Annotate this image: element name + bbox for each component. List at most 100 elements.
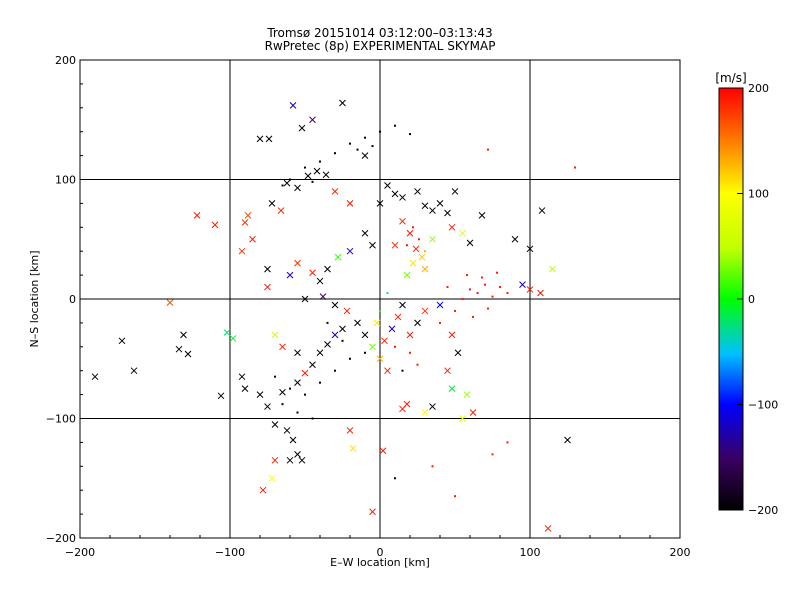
data-point-x bbox=[304, 172, 312, 180]
data-point-dot bbox=[304, 393, 306, 396]
data-point-x bbox=[309, 361, 316, 369]
colorbar-tick-label: −100 bbox=[748, 399, 778, 412]
data-point-x bbox=[459, 229, 466, 237]
data-point-x bbox=[217, 392, 225, 400]
data-point-x bbox=[238, 373, 246, 381]
data-point-dot bbox=[412, 226, 414, 229]
y-tick-label: 200 bbox=[55, 54, 76, 67]
data-point-dot bbox=[439, 321, 441, 324]
data-point-x bbox=[286, 271, 294, 279]
data-point-dot bbox=[499, 286, 501, 289]
data-point-x bbox=[406, 331, 414, 339]
data-point-x bbox=[118, 337, 126, 345]
data-point-x bbox=[331, 188, 339, 195]
x-tick-label: −200 bbox=[65, 546, 95, 559]
data-point-x bbox=[334, 253, 342, 261]
data-point-x bbox=[249, 235, 256, 243]
data-point-x bbox=[301, 295, 309, 303]
data-point-x bbox=[294, 450, 301, 458]
y-tick-label: 0 bbox=[69, 293, 76, 306]
data-point-x bbox=[184, 350, 192, 358]
data-point-dot bbox=[364, 351, 366, 354]
data-point-x bbox=[361, 229, 369, 237]
data-point-dot bbox=[409, 133, 411, 136]
data-point-x bbox=[313, 167, 321, 175]
data-point-x bbox=[343, 307, 351, 315]
data-point-x bbox=[301, 369, 309, 377]
data-point-x bbox=[322, 171, 330, 179]
data-point-x bbox=[564, 436, 571, 444]
data-point-dot bbox=[326, 321, 329, 324]
data-point-x bbox=[429, 403, 436, 410]
data-point-x bbox=[175, 345, 183, 353]
data-point-x bbox=[448, 331, 456, 339]
data-point-dot bbox=[431, 465, 434, 468]
colorbar-tick-label: 200 bbox=[748, 82, 769, 95]
data-point-x bbox=[414, 319, 421, 327]
data-point-x bbox=[436, 200, 444, 207]
x-tick-label: 0 bbox=[377, 546, 384, 559]
data-point-x bbox=[271, 456, 279, 464]
data-point-x bbox=[391, 241, 399, 249]
data-point-dot bbox=[311, 417, 314, 420]
data-point-x bbox=[384, 182, 391, 189]
data-point-x bbox=[298, 124, 306, 132]
data-point-x bbox=[259, 486, 267, 494]
data-point-dot bbox=[394, 124, 396, 127]
data-point-x bbox=[130, 367, 138, 375]
data-point-x bbox=[549, 265, 556, 273]
data-point-x bbox=[268, 200, 276, 207]
data-point-x bbox=[241, 385, 249, 392]
data-point-x bbox=[448, 385, 456, 392]
data-point-x bbox=[294, 349, 301, 357]
data-point-x bbox=[294, 184, 301, 192]
data-point-x bbox=[283, 427, 291, 434]
data-point-x bbox=[369, 343, 376, 351]
data-point-x bbox=[294, 379, 301, 387]
data-point-dot bbox=[394, 345, 396, 348]
data-point-x bbox=[339, 325, 346, 333]
data-point-x bbox=[279, 388, 286, 396]
data-point-dot bbox=[491, 295, 494, 298]
data-point-x bbox=[271, 421, 279, 428]
data-point-x bbox=[526, 245, 534, 253]
data-point-dot bbox=[296, 411, 299, 414]
data-point-x bbox=[277, 207, 285, 214]
data-point-x bbox=[309, 269, 316, 277]
data-point-x bbox=[369, 241, 376, 249]
data-point-x bbox=[268, 474, 276, 482]
data-point-dot bbox=[481, 276, 483, 279]
grid-lines bbox=[80, 60, 680, 538]
data-point-x bbox=[466, 239, 474, 247]
data-point-dot bbox=[281, 184, 284, 187]
data-point-x bbox=[324, 265, 331, 273]
colorbar-tick-label: −200 bbox=[748, 504, 778, 517]
data-point-dot bbox=[386, 292, 389, 295]
data-point-dot bbox=[469, 288, 471, 291]
x-axis-ticks: −200 −100 0 100 200 bbox=[65, 531, 691, 559]
data-point-x bbox=[391, 190, 399, 198]
data-point-dot bbox=[466, 274, 468, 277]
data-point-dot bbox=[334, 369, 336, 372]
data-point-x bbox=[316, 349, 324, 357]
data-point-dot bbox=[487, 307, 489, 310]
data-point-dot bbox=[406, 244, 408, 247]
data-point-dot bbox=[394, 477, 396, 480]
chart-subtitle: RwPretec (8p) EXPERIMENTAL SKYMAP bbox=[265, 39, 496, 53]
data-point-x bbox=[244, 211, 252, 219]
data-point-dot bbox=[496, 271, 498, 274]
data-point-x bbox=[279, 343, 286, 351]
data-point-dot bbox=[281, 403, 284, 406]
data-point-dot bbox=[311, 180, 314, 183]
data-point-dot bbox=[349, 357, 351, 360]
data-point-x bbox=[544, 525, 552, 532]
x-tick-label: 100 bbox=[520, 546, 541, 559]
data-point-x bbox=[403, 271, 411, 279]
x-tick-label: −100 bbox=[215, 546, 245, 559]
data-point-x bbox=[211, 221, 219, 229]
data-point-x bbox=[324, 341, 331, 348]
data-point-x bbox=[223, 329, 231, 336]
data-point-dot bbox=[289, 387, 291, 390]
data-point-x bbox=[451, 188, 459, 195]
